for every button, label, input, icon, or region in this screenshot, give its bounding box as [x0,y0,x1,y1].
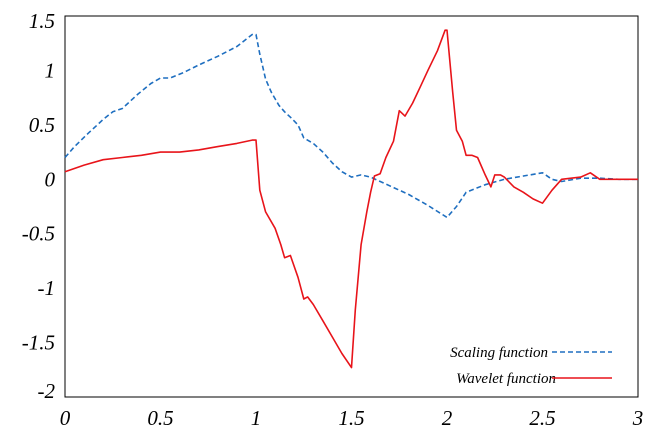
x-tick-label: 3 [632,406,644,430]
x-tick-label: 2.5 [529,406,555,430]
y-tick-label: 1.5 [29,9,55,33]
y-tick-label: 0 [45,167,56,191]
legend-label: Scaling function [450,345,548,361]
x-tick-label: 2 [442,406,453,430]
y-tick-label: 0.5 [29,113,55,137]
x-axis-ticks: 0 0.5 1 1.5 2 2.5 3 [60,406,644,430]
y-tick-label: -0.5 [22,222,55,246]
legend-label: Wavelet function [456,371,556,387]
plot-frame [64,15,639,398]
legend: Scaling function Wavelet function [450,345,612,387]
x-tick-label: 1.5 [338,406,364,430]
scaling-function-line [64,33,638,219]
x-tick-label: 1 [251,406,262,430]
x-tick-label: 0.5 [147,406,173,430]
y-axis-ticks: 1.5 1 0.5 0 -0.5 -1 -1.5 -2 [22,9,56,403]
y-tick-label: -2 [38,379,56,403]
y-tick-label: 1 [45,58,56,82]
y-tick-label: -1 [38,276,56,300]
x-tick-label: 0 [60,406,71,430]
y-tick-label: -1.5 [22,331,55,355]
series-lines [64,29,638,369]
wavelet-function-line [64,29,638,369]
